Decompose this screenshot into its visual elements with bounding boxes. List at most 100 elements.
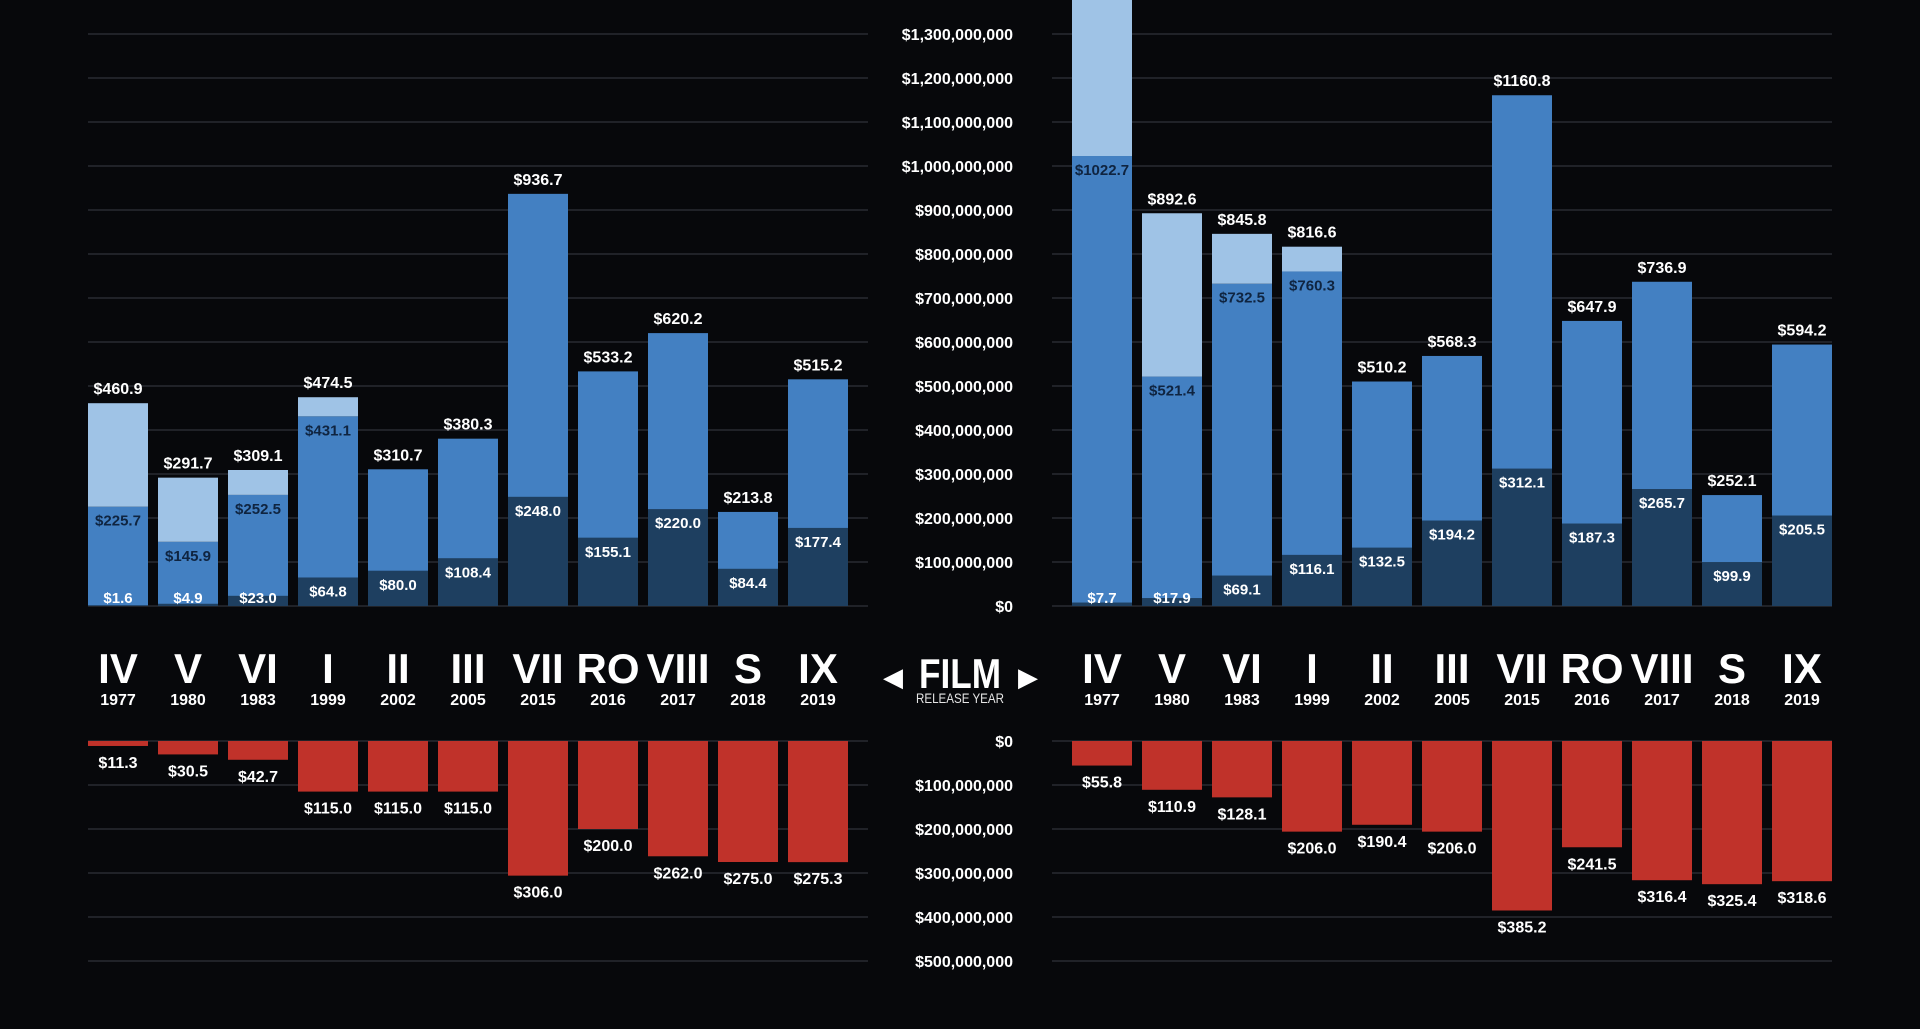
right-film-episode-label: VIII (1630, 645, 1693, 692)
right-cost-bar (1352, 741, 1412, 825)
left-film-year-label: 2017 (660, 692, 696, 709)
right-film-year-label: 2018 (1714, 692, 1750, 709)
right-cost-value-label: $206.0 (1428, 841, 1477, 858)
left-total-value-label: $533.2 (584, 349, 633, 366)
right-segment-value-label: $69.1 (1223, 582, 1261, 599)
left-segment-value-label: $252.5 (235, 501, 281, 518)
right-total-value-label: $568.3 (1428, 334, 1477, 351)
center-legend: ◀ FILM ▶ RELEASE YEAR (883, 650, 1038, 706)
left-film-episode-label: IX (798, 645, 838, 692)
right-segment-value-label: $116.1 (1289, 561, 1334, 578)
right-film-episode-label: IX (1782, 645, 1822, 692)
left-total-value-label: $310.7 (374, 447, 423, 464)
right-segment-value-label: $7.7 (1087, 590, 1116, 607)
left-cost-bar (228, 741, 288, 760)
left-cost-value-label: $200.0 (584, 838, 633, 855)
right-bar-segment-1 (1352, 547, 1412, 606)
left-film-episode-label: III (450, 645, 485, 692)
left-cost-value-label: $115.0 (304, 801, 352, 818)
top-axis-tick-label: $800,000,000 (915, 247, 1013, 264)
left-film-year-label: 1980 (170, 692, 206, 709)
left-bar-segment-1 (718, 568, 778, 606)
left-bar-segment-2 (578, 371, 638, 538)
right-bar-segment-2 (1142, 376, 1202, 599)
right-bar-segment-1 (1422, 520, 1482, 606)
left-segment-value-label: $155.1 (585, 544, 631, 561)
left-segment-value-label: $23.0 (239, 590, 277, 607)
right-bar-segment-1 (1142, 598, 1202, 606)
left-bar-segment-1 (648, 509, 708, 606)
left-bar-segment-2 (718, 511, 778, 569)
right-film-episode-label: RO (1561, 645, 1624, 692)
left-film-year-label: 2002 (380, 692, 416, 709)
left-bar-segment-3 (298, 397, 358, 417)
right-total-value-label: $1160.8 (1494, 73, 1551, 90)
bottom-axis-tick-label: $100,000,000 (915, 778, 1013, 795)
right-bar-segment-1 (1282, 554, 1342, 606)
left-bar-segment-1 (368, 570, 428, 606)
right-bar-segment-2 (1422, 355, 1482, 521)
left-cost-value-label: $11.3 (98, 755, 137, 772)
right-cost-bar (1212, 741, 1272, 798)
right-film-episode-label: VI (1222, 645, 1262, 692)
left-film-episode-label: VI (238, 645, 278, 692)
top-axis-tick-label: $100,000,000 (915, 555, 1013, 572)
left-segment-value-label: $248.0 (515, 503, 561, 520)
bottom-axis-tick-label: $500,000,000 (915, 954, 1013, 971)
left-segment-value-label: $84.4 (729, 575, 767, 592)
right-cost-value-label: $206.0 (1288, 841, 1337, 858)
value-labels: $1.6 $225.7 $460.9 $4.9 $145.9 $291.7 $23.0 $25… (94, 73, 1827, 936)
right-cost-value-label: $190.4 (1358, 834, 1407, 851)
right-cost-value-label: $316.4 (1638, 889, 1687, 906)
right-film-year-label: 2005 (1434, 692, 1470, 709)
right-film-year-label: 1999 (1294, 692, 1330, 709)
right-cost-value-label: $241.5 (1568, 856, 1617, 873)
left-film-episode-label: IV (98, 645, 138, 692)
right-film-year-label: 1980 (1154, 692, 1190, 709)
right-cost-bar (1632, 741, 1692, 881)
right-bar-segment-2 (1772, 344, 1832, 516)
right-total-value-label: $510.2 (1358, 360, 1407, 377)
right-segment-value-label: $132.5 (1359, 554, 1405, 571)
left-total-value-label: $936.7 (514, 172, 563, 189)
right-bar-segment-3 (1212, 233, 1272, 284)
bottom-axis-tick-label: $300,000,000 (915, 866, 1013, 883)
right-cost-value-label: $128.1 (1218, 806, 1267, 823)
right-total-value-label: $892.6 (1148, 191, 1197, 208)
right-total-value-label: $594.2 (1778, 323, 1827, 340)
right-film-episode-label: III (1434, 645, 1469, 692)
left-bar-segment-1 (508, 496, 568, 606)
right-cost-value-label: $318.6 (1778, 890, 1827, 907)
left-total-value-label: $213.8 (724, 490, 773, 507)
top-axis-tick-label: $1,200,000,000 (902, 71, 1013, 88)
left-cost-bar (718, 741, 778, 862)
left-total-value-label: $620.2 (654, 311, 703, 328)
right-arrow-icon: ▶ (1018, 662, 1038, 692)
right-total-value-label: $647.9 (1568, 299, 1617, 316)
right-film-year-label: 1983 (1224, 692, 1260, 709)
right-cost-value-label: $325.4 (1708, 893, 1757, 910)
left-cost-bar (648, 741, 708, 857)
axis-tick-labels: $0 $100,000,000 $200,000,000 $300,000,000 $4… (902, 27, 1013, 971)
top-axis-tick-label: $1,300,000,000 (902, 27, 1013, 44)
top-axis-tick-label: $0 (995, 599, 1013, 616)
left-film-episode-label: II (386, 645, 409, 692)
left-bar-segment-3 (228, 469, 288, 495)
right-bar-segment-3 (1282, 246, 1342, 272)
left-film-year-label: 2005 (450, 692, 486, 709)
left-bar-segment-3 (158, 477, 218, 542)
left-total-value-label: $291.7 (164, 456, 213, 473)
left-cost-value-label: $275.0 (724, 871, 773, 888)
left-bar-segment-2 (88, 506, 148, 606)
left-bar-segment-2 (508, 193, 568, 497)
top-axis-tick-label: $500,000,000 (915, 379, 1013, 396)
left-segment-value-label: $108.4 (445, 564, 492, 581)
left-bar-segment-1 (438, 558, 498, 606)
left-bar-segment-2 (368, 469, 428, 571)
right-bar-segment-2 (1282, 271, 1342, 555)
release-year-caption: RELEASE YEAR (916, 690, 1004, 706)
left-bar-segment-1 (298, 577, 358, 606)
right-cost-bar (1142, 741, 1202, 790)
left-bar-segment-3 (88, 403, 148, 507)
